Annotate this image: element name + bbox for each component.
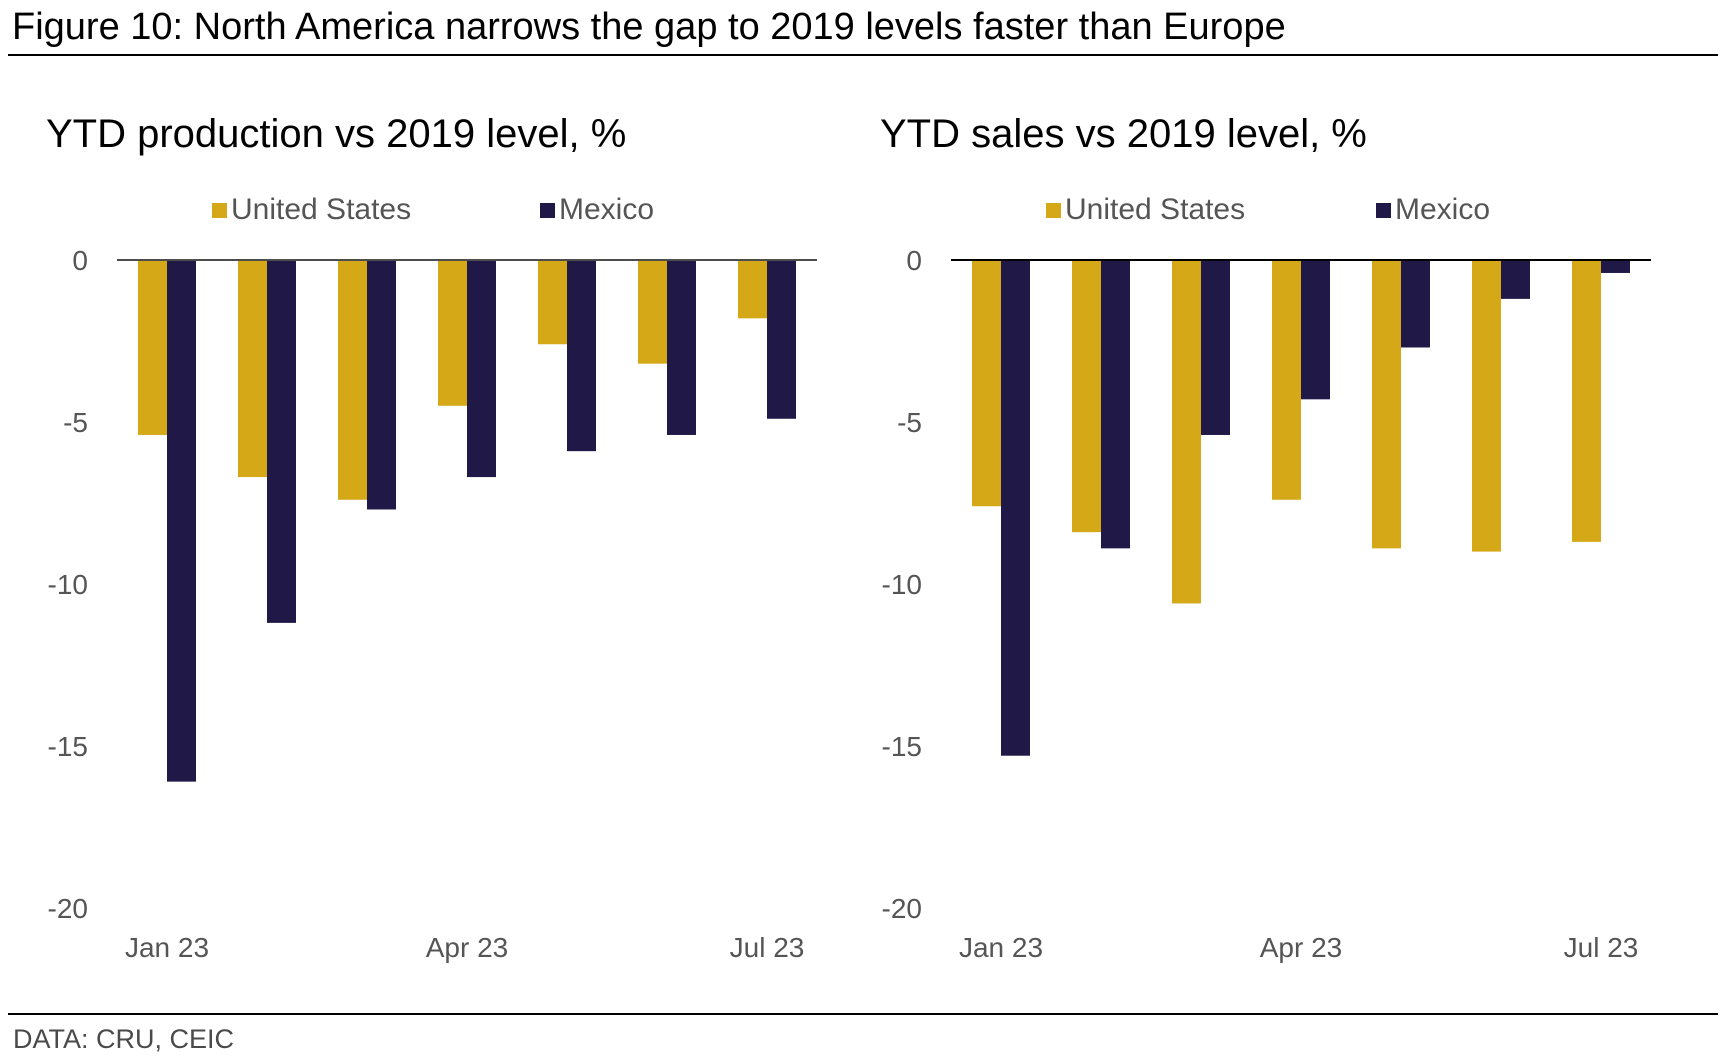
production-bar-mexico-may-23 <box>567 260 596 452</box>
production-y-tick-label: -15 <box>48 731 88 762</box>
production-y-tick-label: -5 <box>63 407 88 438</box>
production-legend-united-states: United States <box>212 193 411 227</box>
production-bar-united-states-feb-23 <box>238 260 267 478</box>
sales-x-tick-label: Apr 23 <box>1260 932 1343 963</box>
sales-bar-mexico-feb-23 <box>1101 260 1130 549</box>
footer-rule <box>8 1013 1718 1015</box>
figure-title: Figure 10: North America narrows the gap… <box>12 6 1286 48</box>
legend-label: United States <box>231 193 412 226</box>
legend-label: Mexico <box>1395 193 1491 226</box>
production-chart-title: YTD production vs 2019 level, % <box>46 112 627 156</box>
production-y-tick-label: -10 <box>48 569 88 600</box>
production-bar-united-states-mar-23 <box>338 260 367 500</box>
sales-bar-mexico-jun-23 <box>1501 260 1530 299</box>
sales-bar-united-states-may-23 <box>1372 260 1401 549</box>
production-x-tick-label: Jul 23 <box>730 932 805 963</box>
title-rule <box>8 54 1718 56</box>
production-y-tick-label: 0 <box>72 245 88 276</box>
sales-bar-mexico-jan-23 <box>1001 260 1030 756</box>
sales-y-tick-label: 0 <box>906 245 922 276</box>
sales-bar-united-states-apr-23 <box>1272 260 1301 500</box>
production-bar-mexico-jan-23 <box>167 260 196 782</box>
production-bar-mexico-jun-23 <box>667 260 696 435</box>
production-bar-united-states-jun-23 <box>638 260 667 364</box>
sales-legend-united-states: United States <box>1046 193 1245 227</box>
sales-y-tick-label: -20 <box>882 893 922 924</box>
sales-bar-mexico-may-23 <box>1401 260 1430 348</box>
sales-chart-title: YTD sales vs 2019 level, % <box>880 112 1367 156</box>
legend-label: Mexico <box>559 193 655 226</box>
data-source: DATA: CRU, CEIC <box>13 1024 235 1054</box>
production-bar-united-states-jul-23 <box>738 260 767 319</box>
united-states-swatch-icon <box>212 202 227 218</box>
production-legend-mexico: Mexico <box>540 193 654 227</box>
production-x-tick-label: Apr 23 <box>426 932 509 963</box>
sales-bar-mexico-apr-23 <box>1301 260 1330 400</box>
mexico-swatch-icon <box>540 202 555 218</box>
sales-bar-united-states-feb-23 <box>1072 260 1101 533</box>
legend-label: United States <box>1065 193 1246 226</box>
sales-x-tick-label: Jan 23 <box>959 932 1043 963</box>
sales-bar-mexico-mar-23 <box>1201 260 1230 435</box>
production-bar-mexico-feb-23 <box>267 260 296 623</box>
sales-bar-united-states-jul-23 <box>1572 260 1601 542</box>
production-bar-mexico-jul-23 <box>767 260 796 419</box>
production-bar-united-states-may-23 <box>538 260 567 345</box>
production-bar-mexico-apr-23 <box>467 260 496 478</box>
production-y-tick-label: -20 <box>48 893 88 924</box>
production-bar-mexico-mar-23 <box>367 260 396 510</box>
production-bar-united-states-jan-23 <box>138 260 167 435</box>
sales-y-tick-label: -15 <box>882 731 922 762</box>
sales-bar-united-states-mar-23 <box>1172 260 1201 604</box>
production-x-tick-label: Jan 23 <box>125 932 209 963</box>
sales-y-tick-label: -10 <box>882 569 922 600</box>
production-bar-united-states-apr-23 <box>438 260 467 406</box>
sales-bar-mexico-jul-23 <box>1601 260 1630 273</box>
sales-x-tick-label: Jul 23 <box>1564 932 1639 963</box>
sales-bar-united-states-jan-23 <box>972 260 1001 507</box>
mexico-swatch-icon <box>1376 202 1391 218</box>
sales-bar-united-states-jun-23 <box>1472 260 1501 552</box>
sales-legend-mexico: Mexico <box>1376 193 1490 227</box>
united-states-swatch-icon <box>1046 202 1061 218</box>
sales-y-tick-label: -5 <box>897 407 922 438</box>
